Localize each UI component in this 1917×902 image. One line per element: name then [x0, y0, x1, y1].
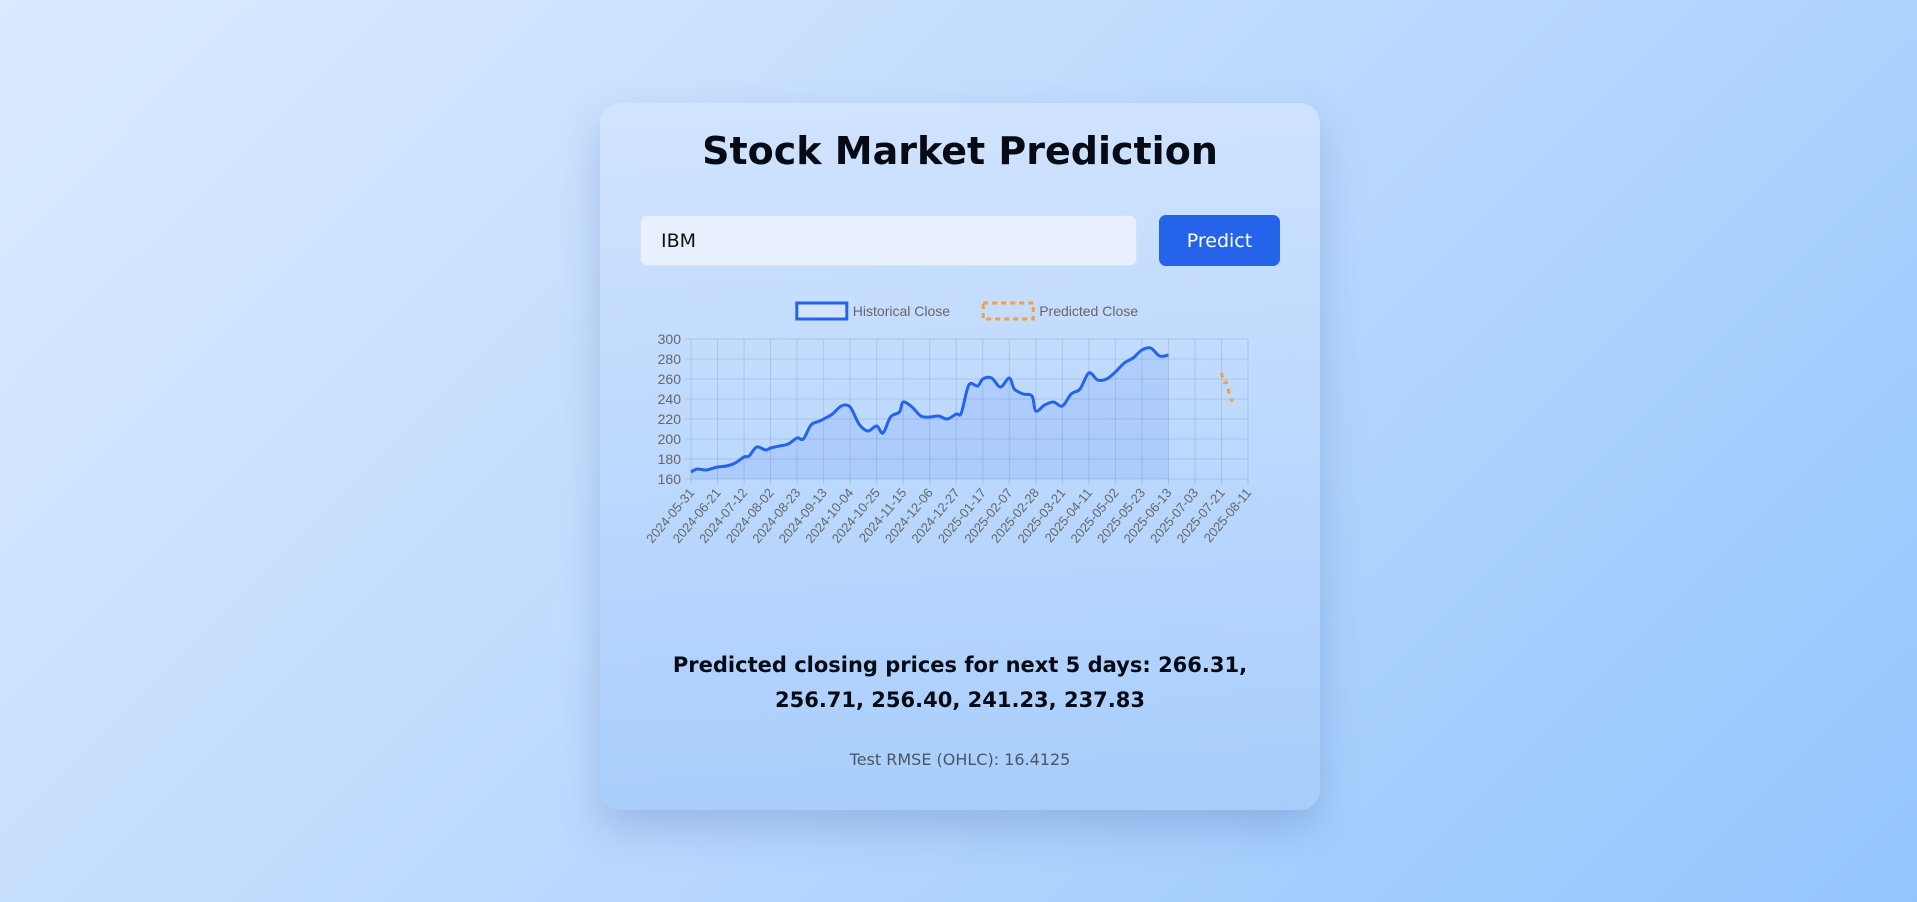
y-tick-label: 240	[658, 391, 682, 407]
prediction-summary: Predicted closing prices for next 5 days…	[630, 648, 1290, 718]
predicted-close-line	[1220, 372, 1235, 403]
y-tick-label: 160	[658, 471, 682, 487]
legend-historical-label: Historical Close	[853, 303, 950, 319]
ticker-input[interactable]	[640, 215, 1137, 266]
price-chart: 160 180 200 220 240 260 280 300 2024-05-31 2024-0…	[636, 290, 1286, 590]
legend-predicted-swatch	[981, 301, 1035, 321]
y-tick-label: 220	[658, 411, 682, 427]
legend-predicted-label: Predicted Close	[1039, 303, 1138, 319]
chart-svg: 1601802002202402602803002024-05-312024-0…	[643, 301, 1254, 546]
page-title: Stock Market Prediction	[702, 129, 1218, 173]
y-tick-label: 260	[658, 371, 682, 387]
prediction-card: Stock Market Prediction Predict 160 180 20…	[600, 103, 1320, 810]
y-tick-label: 180	[658, 451, 682, 467]
y-tick-label: 300	[658, 331, 682, 347]
rmse-text: Test RMSE (OHLC): 16.4125	[849, 750, 1071, 769]
y-tick-label: 280	[658, 351, 682, 367]
prediction-summary-prefix: Predicted closing prices for next 5 days…	[672, 653, 1151, 677]
prediction-summary-values: 266.31, 256.71, 256.40, 241.23, 237.83	[774, 653, 1248, 712]
legend-historical-swatch	[795, 301, 849, 321]
historical-close-line	[690, 346, 1169, 474]
y-tick-label: 200	[658, 431, 682, 447]
historical-area-fill	[691, 347, 1169, 479]
predict-button[interactable]: Predict	[1159, 215, 1280, 266]
